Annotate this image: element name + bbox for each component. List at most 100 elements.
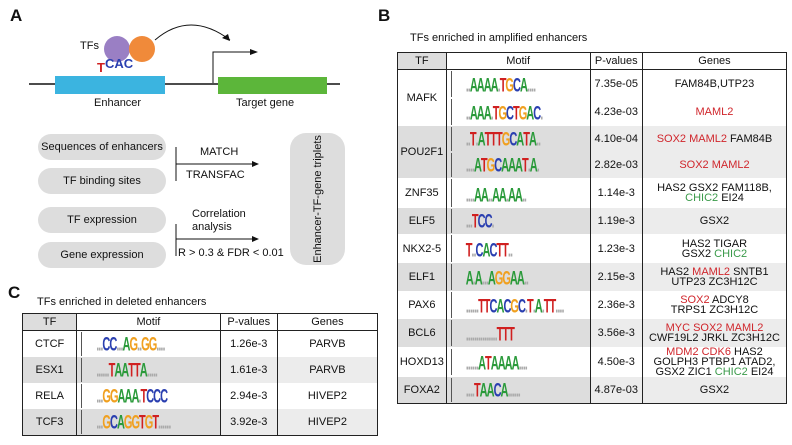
motif-letter: .: [559, 296, 562, 318]
motif-letter: A: [476, 75, 485, 97]
motif-letter: A: [139, 360, 148, 382]
gene-name: GSX2: [681, 247, 715, 260]
output-label: Enhancer-TF-gene triplets: [311, 135, 324, 263]
motif-letter: .: [524, 353, 528, 375]
motif-letter: G: [494, 268, 504, 290]
genes-line: MDM2 CDK6 HAS2: [643, 347, 786, 358]
motif-letter: .: [154, 360, 158, 382]
motif-letter: .: [520, 353, 524, 375]
p-value: 2.15e-3: [589, 263, 643, 291]
motif-letter: .: [476, 296, 479, 318]
motif-letter: A: [490, 75, 499, 97]
motif-letter: C: [109, 412, 118, 434]
p-value: 4.23e-03: [589, 98, 643, 126]
motif-letter: .: [492, 324, 496, 346]
motif-letter: A: [478, 353, 486, 375]
tf-name: HOXD13: [397, 347, 447, 377]
motif-letter: .: [531, 75, 534, 97]
header-pvalue: P-values: [219, 313, 278, 331]
motif-letter: .: [533, 75, 536, 97]
motif-letter: .: [476, 353, 479, 375]
motif-letter: .: [537, 129, 541, 151]
motif-letter: T: [523, 129, 530, 151]
motif-letter: .: [536, 155, 540, 177]
motif-letter: .: [509, 380, 513, 402]
motif-letter: .: [96, 360, 99, 382]
p-value: 1.23e-3: [589, 234, 643, 263]
motif-letter: .: [476, 324, 479, 346]
tf-name: MAFK: [397, 69, 447, 126]
panel-b-title: TFs enriched in amplified enhancers: [410, 32, 588, 44]
genes-line: GSX2: [643, 216, 786, 227]
motif-letter: T: [485, 353, 492, 375]
table-row: ELF1 A. A... A G G A A.. 2.15e-3 HAS2 MAML2 SNTB1…: [397, 263, 787, 291]
gene-name: HAS2: [660, 266, 693, 278]
motif-letter: A: [498, 185, 507, 207]
tf-name: RELA: [21, 383, 77, 409]
tf-name: ESX1: [21, 357, 77, 383]
gene-name: SOX2 MAML2: [679, 159, 750, 171]
motif-letter: .: [481, 268, 485, 290]
motif-letter: T: [483, 296, 491, 318]
enhancer-label: Enhancer: [94, 97, 142, 109]
motif-letter: .: [148, 360, 152, 382]
gene-name: HAS2 TIGAR: [681, 237, 748, 250]
motif-letter: T: [526, 296, 534, 318]
gene-name: GSX2: [699, 384, 730, 396]
motif-letter: T: [133, 360, 141, 382]
motif-letter: .: [465, 185, 469, 207]
motif-letter: A: [504, 353, 513, 375]
motif-letter: .: [507, 380, 510, 402]
header-motif: Motif: [445, 52, 591, 70]
motif-letter: T: [139, 412, 146, 434]
gene-name: FAM84B: [727, 133, 773, 145]
table-row: RELA... G G A A A. T C C C 2.94e-3 HIVEP2: [21, 383, 378, 409]
motif-letter: .: [475, 129, 479, 151]
motif-letter: .: [467, 75, 471, 97]
tf-name: ELF1: [397, 263, 447, 291]
motif-letter: A: [483, 75, 492, 97]
gene-name: TRPS1 ZC3H12C: [670, 304, 759, 316]
motif-letter: .: [164, 412, 167, 434]
gene-name: GOLPH3 PTBP1 ATAD2,: [653, 356, 776, 368]
tf-name: BCL6: [397, 319, 447, 347]
motif-letter: A: [469, 103, 478, 125]
motif-letter: A: [124, 386, 133, 408]
motif-letter: .: [491, 211, 495, 233]
motif-letter: G: [109, 386, 119, 408]
motif-letter: A: [483, 103, 492, 125]
motif-letter: .: [473, 353, 477, 375]
motif-letter: A: [479, 380, 488, 402]
table-row: ZNF35.... A A.. A A. A A.. 1.14e-3 HAS2 GSX2 FAM…: [397, 178, 787, 208]
motif-letter: A: [490, 353, 499, 375]
genes-cell: PARVB: [276, 357, 378, 383]
motif-letter: T: [108, 360, 116, 382]
motif-letter: .: [106, 360, 110, 382]
motif-letter: .: [120, 334, 123, 356]
header-pvalue: P-values: [589, 52, 643, 70]
motif-letter: .: [555, 296, 558, 318]
gene-name: SOX2: [680, 294, 710, 306]
motif-letter: T: [512, 103, 520, 125]
gene-name: HAS2 GSX2 FAM118B,: [657, 182, 772, 194]
genes-line: HAS2 MAML2 SNTB1: [643, 266, 786, 278]
motif-letter: .: [96, 334, 99, 356]
genes-line: UTP23 ZC3H12C: [643, 277, 786, 288]
tf-name: TCF3: [21, 409, 77, 436]
motif-letter: .: [467, 211, 471, 233]
genes-cell: HAS2 TIGAR GSX2 CHIC2: [641, 234, 787, 263]
motif-letter: .: [497, 75, 501, 97]
motif-letter: .: [517, 380, 521, 402]
motif-letter: .: [465, 75, 469, 97]
motif-letter: A: [473, 155, 482, 177]
